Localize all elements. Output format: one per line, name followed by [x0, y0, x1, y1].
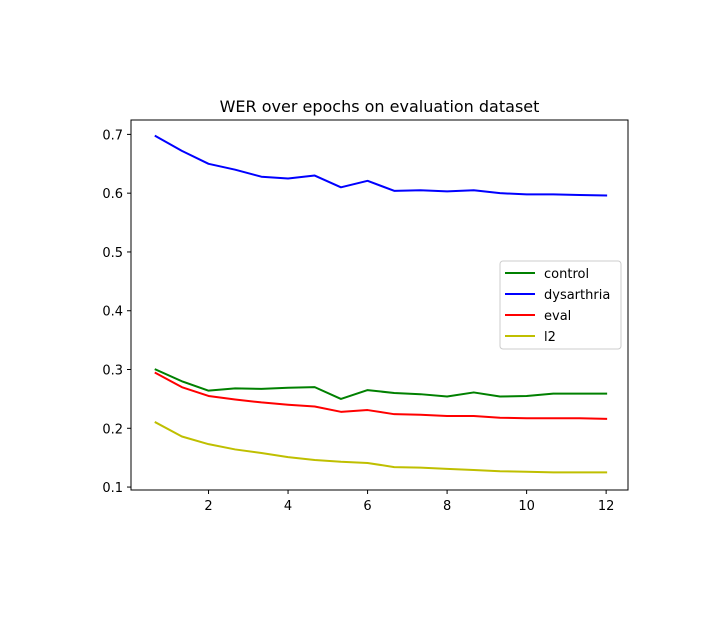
- series-line-control: [154, 368, 608, 400]
- x-tick-label: 12: [598, 499, 615, 514]
- y-tick-label: 0.7: [102, 128, 123, 143]
- series-line-dysarthria: [154, 134, 608, 197]
- axes-frame: [130, 119, 629, 491]
- x-tick-label: 8: [443, 499, 451, 514]
- x-tick-label: 4: [284, 499, 292, 514]
- chart-title: WER over epochs on evaluation dataset: [220, 97, 540, 116]
- series-line-eval: [154, 371, 608, 420]
- legend-box: [499, 260, 622, 350]
- y-tick-label: 0.5: [102, 246, 123, 261]
- legend-label-l2: l2: [544, 330, 556, 345]
- y-tick-label: 0.4: [102, 305, 123, 320]
- y-tick-label: 0.2: [102, 422, 123, 437]
- legend-label-control: control: [544, 267, 589, 282]
- series-line-l2: [154, 421, 608, 474]
- plot-area: 2 4 6 8 10 12 0.1 0.2 0.3 0.4 0.5 0.6 0.7 control dysa…: [102, 119, 629, 514]
- legend-label-eval: eval: [544, 309, 571, 324]
- y-tick-label: 0.3: [102, 364, 123, 379]
- x-tick-label: 6: [363, 499, 371, 514]
- legend-label-dysarthria: dysarthria: [544, 288, 610, 303]
- x-tick-label: 2: [204, 499, 212, 514]
- x-tick-label: 10: [518, 499, 535, 514]
- y-tick-label: 0.6: [102, 187, 123, 202]
- y-tick-label: 0.1: [102, 481, 123, 496]
